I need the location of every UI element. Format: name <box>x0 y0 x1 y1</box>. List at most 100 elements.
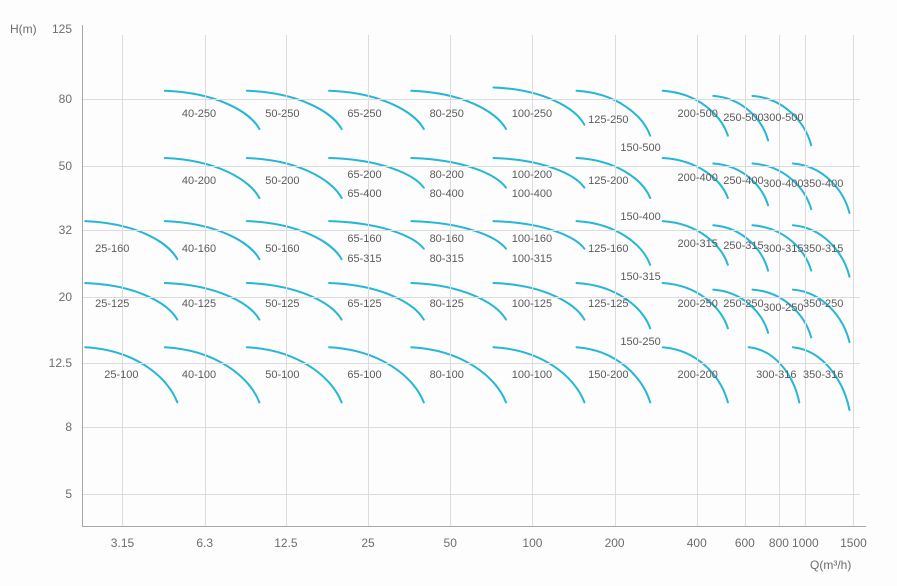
pump-curve-label: 25-100 <box>104 369 138 381</box>
pump-curve-label: 250-250 <box>723 298 763 310</box>
pump-curve-label: 40-125 <box>182 298 216 310</box>
x-tick-label: 600 <box>735 536 755 550</box>
pump-curve-label: 65-250 <box>347 108 381 120</box>
x-tick-label: 6.3 <box>196 536 213 550</box>
x-tick-label: 100 <box>522 536 542 550</box>
pump-curve-label: 100-125 <box>512 298 552 310</box>
pump-curve-label: 100-315 <box>512 253 552 265</box>
x-axis-title: Q(m³/h) <box>810 558 851 572</box>
x-tick-label: 1000 <box>792 536 819 550</box>
pump-curve-label: 300-400 <box>763 178 803 190</box>
pump-curve-label: 250-500 <box>723 112 763 124</box>
x-gridline <box>853 35 854 526</box>
pump-curve-label: 125-250 <box>588 114 628 126</box>
x-gridline <box>745 35 746 526</box>
x-tick-label: 1500 <box>840 536 867 550</box>
y-tick-label: 20 <box>59 290 72 304</box>
pump-curve-label: 65-315 <box>347 253 381 265</box>
pump-curve-label: 80-100 <box>430 369 464 381</box>
pump-curve-label: 40-160 <box>182 243 216 255</box>
y-gridline <box>82 166 860 167</box>
pump-curve-label: 350-400 <box>803 178 843 190</box>
pump-curve-label: 80-400 <box>430 188 464 200</box>
pump-curve-label: 200-500 <box>678 108 718 120</box>
y-tick-label: 5 <box>65 487 72 501</box>
pump-curve-label: 300-315 <box>763 243 803 255</box>
pump-selection-chart: 3.15 6.3 12.5 25 50 100 200 400 600 8001000 1500 5 8… <box>0 0 897 586</box>
pump-curve-label: 350-316 <box>803 369 843 381</box>
y-tick-label: 8 <box>65 420 72 434</box>
y-gridline <box>82 494 860 495</box>
y-axis-line <box>82 25 83 526</box>
pump-curve-label: 350-315 <box>803 243 843 255</box>
y-tick-label: 32 <box>59 223 72 237</box>
pump-curve-label: 50-200 <box>265 175 299 187</box>
pump-curve-label: 50-125 <box>265 298 299 310</box>
y-gridline <box>82 99 860 100</box>
pump-curve-label: 200-250 <box>678 298 718 310</box>
pump-curve-label: 65-200 <box>347 169 381 181</box>
pump-curve-label: 200-315 <box>678 238 718 250</box>
y-tick-label: 12.5 <box>49 356 72 370</box>
pump-curve-label: 150-315 <box>620 271 660 283</box>
pump-curve-label: 250-400 <box>723 175 763 187</box>
x-tick-label: 200 <box>605 536 625 550</box>
pump-curve-label: 80-200 <box>430 169 464 181</box>
pump-curve-label: 65-100 <box>347 369 381 381</box>
pump-curve-label: 65-125 <box>347 298 381 310</box>
pump-curve-label: 100-400 <box>512 188 552 200</box>
pump-curve-label: 150-400 <box>620 211 660 223</box>
x-tick-label: 3.15 <box>111 536 134 550</box>
pump-curve-label: 200-200 <box>678 369 718 381</box>
y-axis-title: H(m) <box>10 22 37 36</box>
y-tick-label: 50 <box>59 159 72 173</box>
pump-curve-label: 40-200 <box>182 175 216 187</box>
pump-curve-label: 300-250 <box>763 302 803 314</box>
pump-curve-label: 25-160 <box>95 243 129 255</box>
x-gridline <box>122 35 123 526</box>
pump-curve-label: 125-200 <box>588 175 628 187</box>
curves-layer <box>0 0 897 586</box>
pump-curve-label: 100-200 <box>512 169 552 181</box>
pump-curve-label: 250-315 <box>723 240 763 252</box>
pump-curve-label: 200-400 <box>678 172 718 184</box>
pump-curve-label: 100-160 <box>512 233 552 245</box>
pump-curve-label: 80-160 <box>430 233 464 245</box>
pump-curve-label: 80-250 <box>430 108 464 120</box>
pump-curve-label: 50-250 <box>265 108 299 120</box>
pump-curve <box>577 91 651 136</box>
pump-curve-label: 100-250 <box>512 108 552 120</box>
pump-curve-label: 100-100 <box>512 369 552 381</box>
pump-curve-label: 150-250 <box>620 336 660 348</box>
x-tick-label: 800 <box>769 536 789 550</box>
pump-curve-label: 80-125 <box>430 298 464 310</box>
x-tick-label: 400 <box>687 536 707 550</box>
x-gridline <box>615 35 616 526</box>
pump-curve-label: 125-125 <box>588 298 628 310</box>
x-tick-label: 25 <box>361 536 374 550</box>
pump-curve-label: 80-315 <box>430 253 464 265</box>
y-tick-label-extra: 125 <box>52 22 72 36</box>
pump-curve-label: 300-500 <box>763 112 803 124</box>
x-axis-line <box>82 526 866 527</box>
x-gridline <box>779 35 780 526</box>
x-tick-label: 12.5 <box>274 536 297 550</box>
y-tick-label: 80 <box>59 92 72 106</box>
y-gridline <box>82 427 860 428</box>
pump-curve-label: 150-500 <box>620 142 660 154</box>
pump-curve-label: 65-400 <box>347 188 381 200</box>
pump-curve-label: 65-160 <box>347 233 381 245</box>
pump-curve-label: 25-125 <box>95 298 129 310</box>
pump-curve-label: 50-160 <box>265 243 299 255</box>
y-gridline <box>82 230 860 231</box>
pump-curve-label: 50-100 <box>265 369 299 381</box>
x-tick-label: 50 <box>444 536 457 550</box>
pump-curve-label: 40-250 <box>182 108 216 120</box>
pump-curve-label: 350-250 <box>803 298 843 310</box>
pump-curve-label: 40-100 <box>182 369 216 381</box>
pump-curve-label: 125-160 <box>588 243 628 255</box>
y-gridline <box>82 363 860 364</box>
pump-curve-label: 300-316 <box>756 369 796 381</box>
x-gridline <box>805 35 806 526</box>
pump-curve-label: 150-200 <box>588 369 628 381</box>
